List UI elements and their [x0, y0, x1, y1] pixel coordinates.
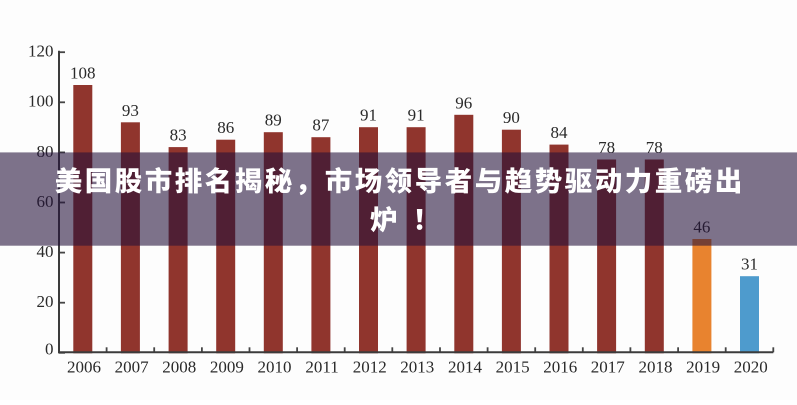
svg-text:2015: 2015 [496, 358, 530, 377]
svg-text:78: 78 [646, 138, 663, 157]
svg-text:2013: 2013 [400, 358, 434, 377]
svg-text:2018: 2018 [639, 358, 673, 377]
svg-text:89: 89 [265, 111, 282, 130]
svg-text:2014: 2014 [448, 358, 483, 377]
svg-text:93: 93 [122, 101, 139, 120]
svg-text:90: 90 [503, 108, 520, 127]
svg-text:120: 120 [28, 42, 54, 61]
svg-text:2010: 2010 [258, 358, 292, 377]
svg-text:40: 40 [37, 242, 54, 261]
svg-text:2006: 2006 [67, 358, 101, 377]
svg-text:2009: 2009 [210, 358, 244, 377]
svg-text:20: 20 [37, 292, 54, 311]
svg-text:2012: 2012 [353, 358, 387, 377]
svg-text:2008: 2008 [162, 358, 196, 377]
svg-text:108: 108 [70, 64, 96, 83]
svg-text:78: 78 [598, 138, 615, 157]
svg-text:96: 96 [455, 93, 472, 112]
svg-text:2019: 2019 [686, 358, 720, 377]
svg-text:87: 87 [312, 116, 330, 135]
svg-text:2007: 2007 [115, 358, 150, 377]
svg-text:84: 84 [551, 123, 569, 142]
svg-text:2011: 2011 [305, 358, 338, 377]
svg-text:91: 91 [360, 106, 377, 125]
svg-text:0: 0 [45, 339, 54, 358]
svg-text:2017: 2017 [591, 358, 626, 377]
svg-text:86: 86 [217, 118, 234, 137]
svg-text:83: 83 [170, 126, 187, 145]
svg-text:91: 91 [408, 106, 425, 125]
svg-text:2016: 2016 [543, 358, 577, 377]
svg-text:31: 31 [741, 255, 758, 274]
svg-text:100: 100 [28, 92, 54, 111]
svg-text:2020: 2020 [734, 358, 768, 377]
